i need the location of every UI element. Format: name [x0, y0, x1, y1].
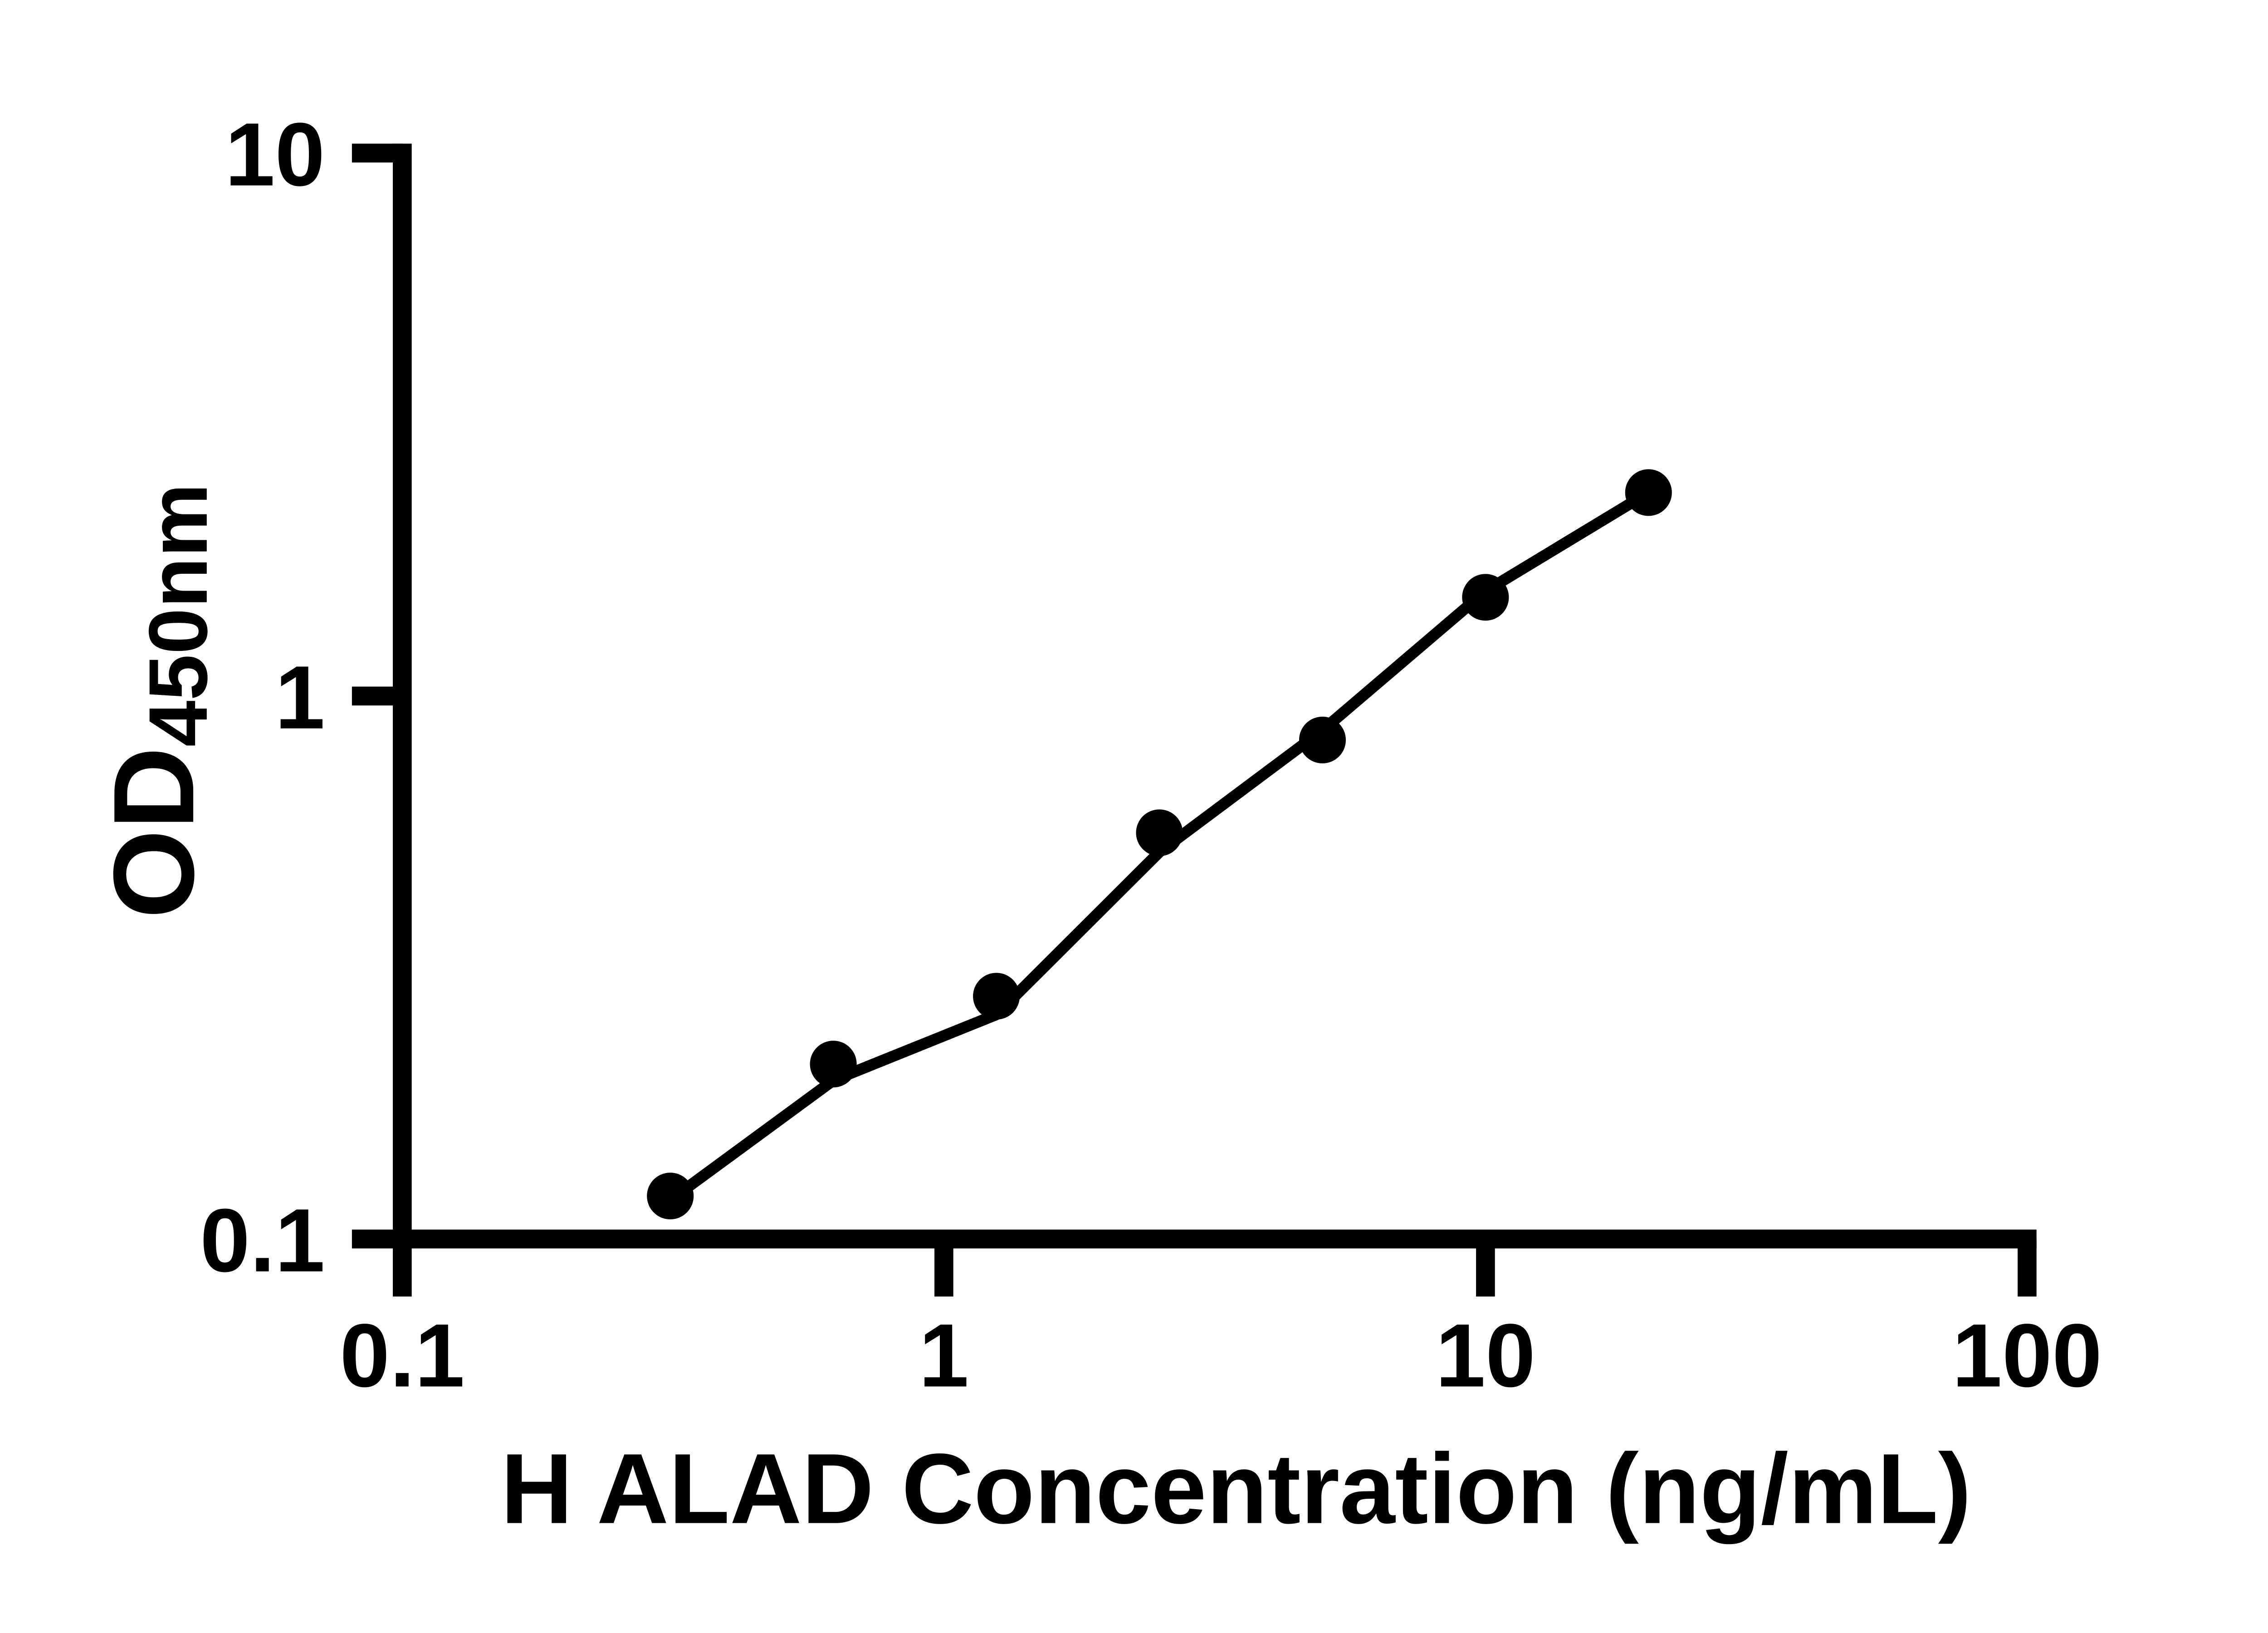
y-axis-title-main: OD: [89, 747, 218, 919]
x-tick-label: 1: [919, 1305, 969, 1405]
data-point: [1462, 574, 1509, 621]
data-point: [1136, 809, 1183, 856]
data-point: [810, 1041, 857, 1088]
plot-area: 0.1 1 10 0.1 1 10 100: [200, 104, 2102, 1406]
data-point: [1625, 469, 1672, 516]
x-axis-title: H ALAD Concentration (ng/mL): [501, 1433, 1971, 1545]
y-tick-label: 1: [275, 647, 325, 748]
x-tick-label: 10: [1436, 1305, 1535, 1405]
y-tick-label: 0.1: [200, 1190, 325, 1291]
x-tick-label: 0.1: [340, 1305, 464, 1405]
y-tick-label: 10: [225, 104, 325, 205]
data-point: [973, 973, 1020, 1020]
y-axis-title-subscript: 450nm: [132, 483, 225, 747]
x-tick-label: 100: [1952, 1305, 2102, 1405]
y-axis-title: OD450nm: [89, 483, 225, 919]
data-point: [1299, 716, 1346, 763]
data-point: [647, 1173, 694, 1220]
